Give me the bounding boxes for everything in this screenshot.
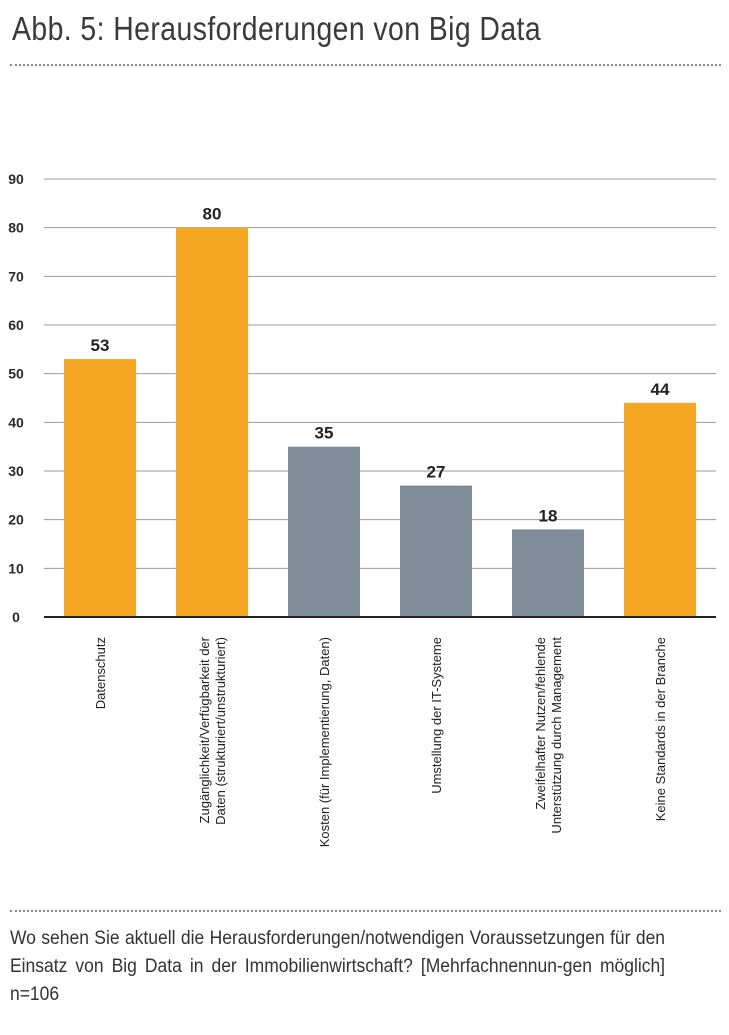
y-tick-label: 60 xyxy=(8,317,24,333)
category-label: Zweifelhafter Nutzen/fehlende xyxy=(533,637,548,810)
bar-chart: 0 10 20 30 40 50 60 70 80 90 53 Datenschutz 80 Zugäng… xyxy=(8,171,716,847)
y-tick-label: 80 xyxy=(8,220,24,236)
data-label: 53 xyxy=(91,336,110,355)
category-label: Kosten (für Implementierung, Daten) xyxy=(317,637,332,847)
y-tick-label: 90 xyxy=(8,171,24,187)
bar xyxy=(512,529,584,617)
bar xyxy=(288,446,360,617)
data-label: 80 xyxy=(203,205,222,224)
bar xyxy=(176,227,248,617)
category-label: Daten (strukturiert/unstrukturiert) xyxy=(213,637,228,825)
y-tick-label: 50 xyxy=(8,366,24,382)
y-tick-label: 40 xyxy=(8,414,24,430)
y-tick-label: 20 xyxy=(8,512,24,528)
y-tick-label: 30 xyxy=(8,463,24,479)
category-label: Unterstützung durch Management xyxy=(549,637,564,834)
y-tick-label: 70 xyxy=(8,268,24,284)
y-tick-label: 10 xyxy=(8,560,24,576)
data-label: 44 xyxy=(651,380,670,399)
data-label: 35 xyxy=(315,424,334,443)
data-label: 18 xyxy=(539,506,558,525)
category-label: Datenschutz xyxy=(93,637,108,709)
bar xyxy=(624,402,696,617)
caption-divider xyxy=(10,910,721,912)
category-label: Zugänglichkeit/Verfügbarkeit der xyxy=(197,636,212,823)
title-divider xyxy=(10,64,721,66)
chart-caption: Wo sehen Sie aktuell die Herausforderung… xyxy=(10,928,666,1005)
category-label: Keine Standards in der Branche xyxy=(653,637,668,821)
data-label: 27 xyxy=(427,463,446,482)
y-tick-label: 0 xyxy=(12,609,20,625)
category-label: Umstellung der IT-Systeme xyxy=(429,637,444,794)
bar xyxy=(400,485,472,617)
bar xyxy=(64,359,136,617)
page-title: Abb. 5: Herausforderungen von Big Data xyxy=(12,10,542,47)
